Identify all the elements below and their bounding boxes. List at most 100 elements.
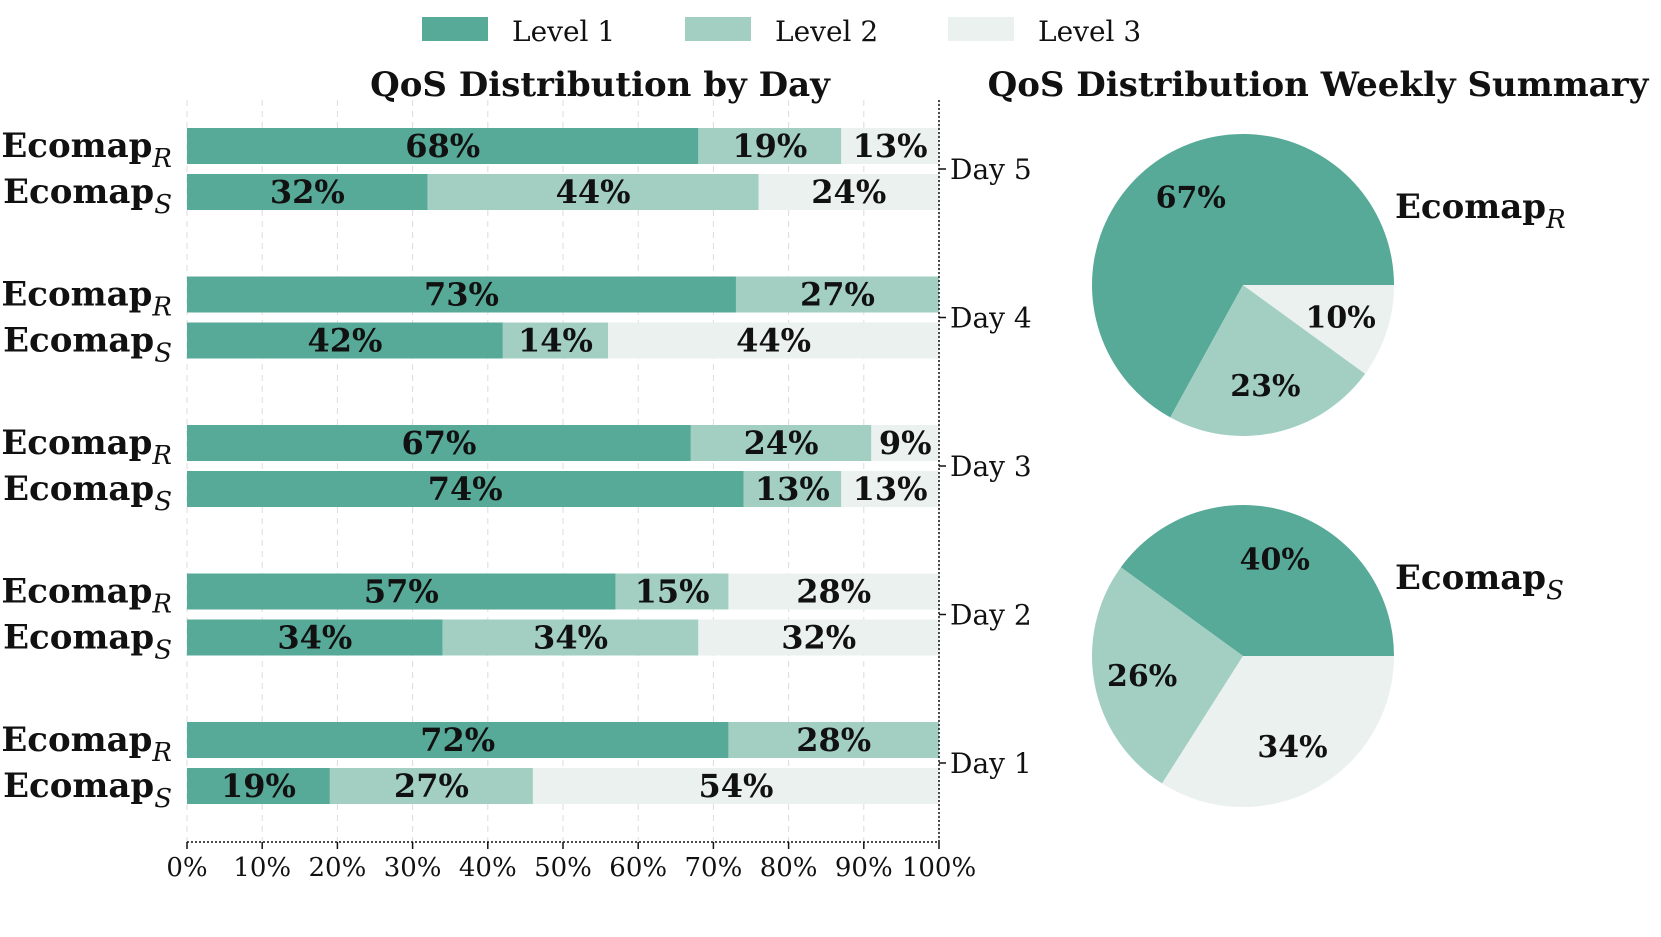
method-label: EcomapS bbox=[3, 321, 172, 369]
bar-value-label: 14% bbox=[518, 322, 593, 360]
method-label: EcomapR bbox=[1, 572, 172, 620]
bar-segment-day1-R-level1 bbox=[187, 722, 729, 758]
legend-label-level-1: Level 1 bbox=[512, 15, 615, 48]
bar-segment-day5-R-level1 bbox=[187, 128, 699, 164]
stacked-bars: 68% 19% 13% EcomapR 32% 44% 24% EcomapS 73% 27% Ec… bbox=[1, 126, 939, 814]
x-tick-label: 70% bbox=[685, 853, 743, 883]
pie-value-label: 40% bbox=[1240, 542, 1310, 577]
bar-segment-day4-S-level3 bbox=[608, 322, 939, 359]
x-tick-label: 100% bbox=[902, 853, 976, 883]
bar-segment-day3-S-level3 bbox=[841, 471, 939, 507]
bar-segment-day5-S-level2 bbox=[427, 174, 759, 210]
bar-value-label: 54% bbox=[698, 767, 773, 805]
bar-segment-day1-R-level2 bbox=[728, 722, 939, 758]
bar-value-label: 9% bbox=[879, 424, 932, 462]
bar-value-label: 34% bbox=[277, 619, 352, 657]
x-tick-label: 30% bbox=[384, 853, 442, 883]
method-label: EcomapS bbox=[3, 618, 172, 666]
pie-method-label: EcomapS bbox=[1395, 558, 1564, 606]
method-label: EcomapR bbox=[1, 720, 172, 768]
bar-segment-day2-S-level2 bbox=[442, 619, 699, 656]
bar-value-label: 32% bbox=[270, 173, 345, 211]
pie-value-label: 10% bbox=[1306, 301, 1376, 336]
day-label: Day 2 bbox=[950, 599, 1032, 632]
bar-segment-day1-S-level3 bbox=[532, 768, 939, 804]
method-label: EcomapS bbox=[3, 766, 172, 814]
method-label: EcomapS bbox=[3, 172, 172, 220]
bar-segment-day2-S-level1 bbox=[187, 619, 443, 656]
bar-value-label: 28% bbox=[796, 573, 871, 611]
method-label: EcomapR bbox=[1, 126, 172, 174]
legend-swatch-level-3 bbox=[948, 17, 1014, 41]
bar-value-label: 44% bbox=[556, 173, 631, 211]
legend-swatch-level-1 bbox=[422, 17, 488, 41]
x-tick-label: 0% bbox=[166, 853, 207, 883]
pie-slice-R-level2 bbox=[1170, 285, 1366, 436]
bar-segment-day3-R-level2 bbox=[690, 425, 872, 461]
bar-value-label: 72% bbox=[420, 721, 495, 759]
bar-segment-day5-R-level3 bbox=[841, 128, 939, 164]
bar-segment-day3-R-level3 bbox=[871, 425, 939, 461]
x-tick-label: 40% bbox=[459, 853, 517, 883]
bar-value-label: 15% bbox=[635, 573, 710, 611]
bar-segment-day2-R-level2 bbox=[615, 573, 729, 610]
bar-segment-day5-R-level2 bbox=[698, 128, 842, 164]
x-tick-label: 20% bbox=[309, 853, 367, 883]
bar-value-label: 27% bbox=[394, 767, 469, 805]
bar-value-label: 42% bbox=[307, 322, 382, 360]
bar-value-label: 73% bbox=[424, 276, 499, 314]
pie-slice-S-level1 bbox=[1120, 504, 1394, 656]
method-label: EcomapR bbox=[1, 275, 172, 323]
bar-value-label: 24% bbox=[811, 173, 886, 211]
day-label: Day 5 bbox=[950, 153, 1032, 186]
bar-segment-day4-S-level2 bbox=[502, 322, 609, 359]
bar-value-label: 13% bbox=[755, 470, 830, 508]
bar-chart-title: QoS Distribution by Day bbox=[370, 65, 831, 105]
bar-value-label: 19% bbox=[732, 127, 807, 165]
x-gridlines bbox=[186, 100, 940, 842]
bar-value-label: 19% bbox=[221, 767, 296, 805]
bar-segment-day2-S-level3 bbox=[698, 619, 939, 656]
pie-chart-title: QoS Distribution Weekly Summary bbox=[988, 65, 1650, 105]
pie-value-label: 23% bbox=[1230, 369, 1300, 404]
bar-segment-day4-S-level1 bbox=[187, 322, 503, 359]
legend-label-level-2: Level 2 bbox=[775, 15, 878, 48]
bar-value-label: 44% bbox=[736, 322, 811, 360]
bar-value-label: 67% bbox=[401, 424, 476, 462]
pie-value-label: 67% bbox=[1156, 181, 1226, 216]
legend-label-level-3: Level 3 bbox=[1038, 15, 1141, 48]
bar-value-label: 13% bbox=[853, 127, 928, 165]
bar-segment-day3-S-level1 bbox=[187, 471, 744, 507]
bar-value-label: 13% bbox=[853, 470, 928, 508]
legend-swatch-level-2 bbox=[685, 17, 751, 41]
day-label: Day 4 bbox=[950, 302, 1032, 335]
bar-segment-day4-R-level1 bbox=[187, 276, 736, 313]
pie-method-label: EcomapR bbox=[1395, 187, 1566, 235]
x-tick-label: 50% bbox=[534, 853, 592, 883]
pie-value-label: 26% bbox=[1107, 659, 1177, 694]
bar-value-label: 57% bbox=[364, 573, 439, 611]
bar-segment-day2-R-level1 bbox=[187, 573, 616, 610]
bar-value-label: 34% bbox=[533, 619, 608, 657]
pie-value-label: 34% bbox=[1257, 730, 1327, 765]
bar-segment-day3-R-level1 bbox=[187, 425, 691, 461]
day-label: Day 3 bbox=[950, 450, 1032, 483]
pie-slice-R-level1 bbox=[1092, 133, 1394, 418]
day-label: Day 1 bbox=[950, 747, 1032, 780]
pie-slice-R-level3 bbox=[1243, 285, 1394, 374]
bar-value-label: 32% bbox=[781, 619, 856, 657]
x-tick-label: 80% bbox=[760, 853, 818, 883]
axes: 0% 10% 20% 30% 40% 50% 60% 70% 80% 90% 100% Day 5 Da… bbox=[166, 100, 1032, 883]
bar-segment-day1-S-level2 bbox=[329, 768, 533, 804]
pie-slice-S-level3 bbox=[1162, 656, 1394, 807]
bar-value-label: 24% bbox=[744, 424, 819, 462]
method-label: EcomapS bbox=[3, 469, 172, 517]
x-tick-label: 60% bbox=[609, 853, 667, 883]
bar-value-label: 74% bbox=[428, 470, 503, 508]
bar-value-label: 68% bbox=[405, 127, 480, 165]
pie-charts: 67% 23%10% EcomapR 40% 26% 34% EcomapS bbox=[1092, 133, 1566, 807]
legend: Level 1 Level 2 Level 3 bbox=[422, 15, 1141, 48]
bar-segment-day1-S-level1 bbox=[187, 768, 330, 804]
bar-segment-day5-S-level1 bbox=[187, 174, 428, 210]
